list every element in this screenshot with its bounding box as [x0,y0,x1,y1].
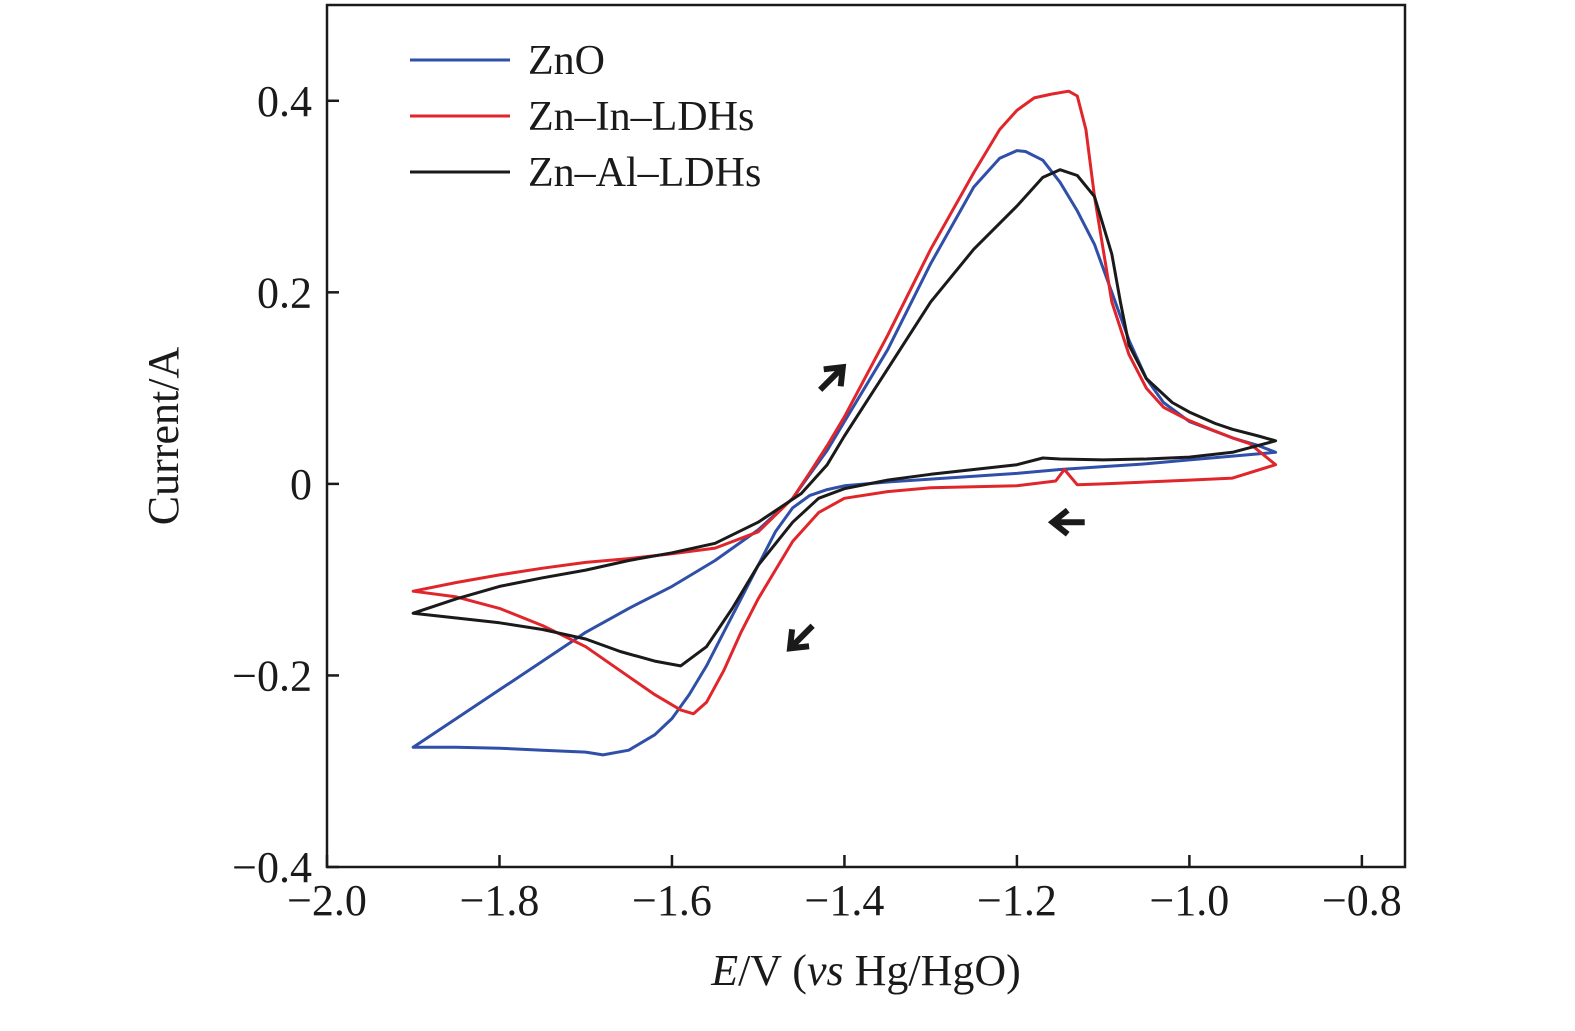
x-tick-label: −1.8 [460,876,540,925]
x-axis-title: E/V (vs Hg/HgO) [710,946,1021,995]
series-layer [411,89,1278,757]
y-tick-label: 0 [290,460,312,509]
series-line-1 [411,149,1278,757]
legend-label: Zn–Al–LDHs [528,150,761,196]
legend: ZnO Zn–In–LDHs Zn–Al–LDHs [410,38,761,196]
plot-frame [325,3,1407,869]
legend-label: Zn–In–LDHs [528,94,754,140]
arrow-up-right-icon [818,363,847,392]
x-axis-title-part: E [710,946,738,995]
arrow-down-left-icon [786,623,815,652]
x-axis-title-part: vs [807,946,844,995]
y-tick-label: 0.4 [257,77,312,126]
axis-ticks: −2.0 −1.8 −1.6 −1.4 −1.2 −1.0 −0.8 −0.4 −0.2 0 0.2… [232,77,1402,925]
x-tick-label: −0.8 [1322,876,1402,925]
y-axis-title: Current/A [139,347,188,526]
series-line-3 [411,168,1278,668]
x-tick-label: −1.4 [805,876,885,925]
y-tick-label: 0.2 [257,268,312,317]
series-line-2 [411,89,1278,716]
y-tick-label: −0.4 [232,843,312,892]
x-axis-title-part: Hg/HgO) [844,946,1021,995]
x-tick-label: −2.0 [287,876,367,925]
x-axis-title-part: /V ( [738,946,807,995]
y-tick-label: −0.2 [232,651,312,700]
arrow-left-icon [1047,507,1085,537]
legend-label: ZnO [528,38,605,84]
x-tick-label: −1.2 [977,876,1057,925]
scan-direction-arrows [786,363,1085,652]
x-tick-label: −1.6 [632,876,712,925]
x-tick-label: −1.0 [1149,876,1229,925]
